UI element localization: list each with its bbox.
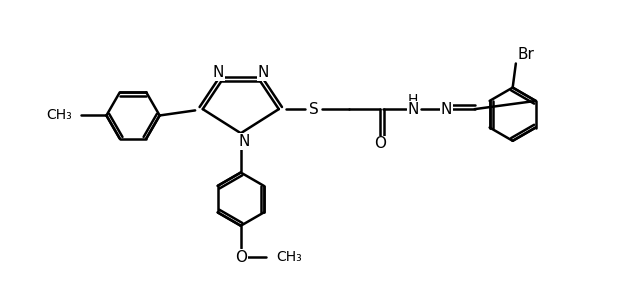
Text: N: N <box>213 65 224 80</box>
Text: O: O <box>374 137 386 151</box>
Text: CH₃: CH₃ <box>46 108 72 122</box>
Text: N: N <box>239 134 250 149</box>
Text: N: N <box>440 102 452 117</box>
Text: S: S <box>308 102 319 117</box>
Text: O: O <box>235 250 247 265</box>
Text: Br: Br <box>518 47 534 62</box>
Text: CH₃: CH₃ <box>276 251 302 264</box>
Text: N: N <box>257 65 269 80</box>
Text: H: H <box>408 93 419 107</box>
Text: N: N <box>408 102 419 117</box>
